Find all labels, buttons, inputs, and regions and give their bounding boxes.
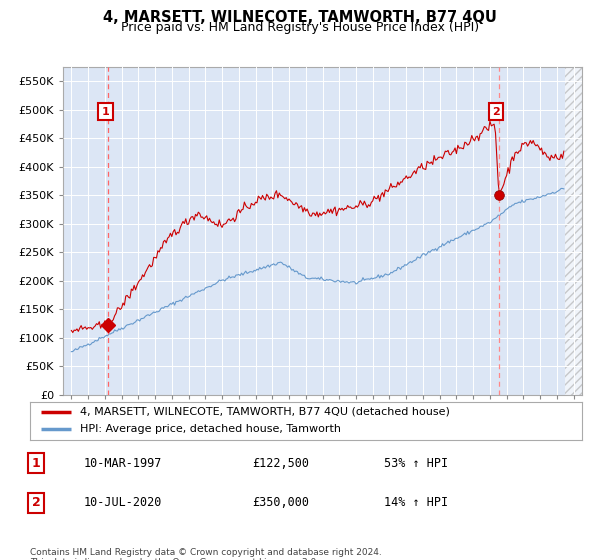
Text: Price paid vs. HM Land Registry's House Price Index (HPI): Price paid vs. HM Land Registry's House … [121, 21, 479, 34]
Text: 2: 2 [492, 106, 500, 116]
Text: 14% ↑ HPI: 14% ↑ HPI [384, 496, 448, 509]
Text: 1: 1 [32, 457, 40, 470]
Text: 10-MAR-1997: 10-MAR-1997 [84, 457, 163, 470]
Text: Contains HM Land Registry data © Crown copyright and database right 2024.
This d: Contains HM Land Registry data © Crown c… [30, 548, 382, 560]
Text: £122,500: £122,500 [252, 457, 309, 470]
Text: 2: 2 [32, 496, 40, 509]
Text: £350,000: £350,000 [252, 496, 309, 509]
Bar [565, 67, 582, 395]
Text: HPI: Average price, detached house, Tamworth: HPI: Average price, detached house, Tamw… [80, 424, 341, 435]
Text: 53% ↑ HPI: 53% ↑ HPI [384, 457, 448, 470]
Text: 1: 1 [101, 106, 109, 116]
Text: 10-JUL-2020: 10-JUL-2020 [84, 496, 163, 509]
Text: 4, MARSETT, WILNECOTE, TAMWORTH, B77 4QU: 4, MARSETT, WILNECOTE, TAMWORTH, B77 4QU [103, 10, 497, 25]
Text: 4, MARSETT, WILNECOTE, TAMWORTH, B77 4QU (detached house): 4, MARSETT, WILNECOTE, TAMWORTH, B77 4QU… [80, 407, 449, 417]
